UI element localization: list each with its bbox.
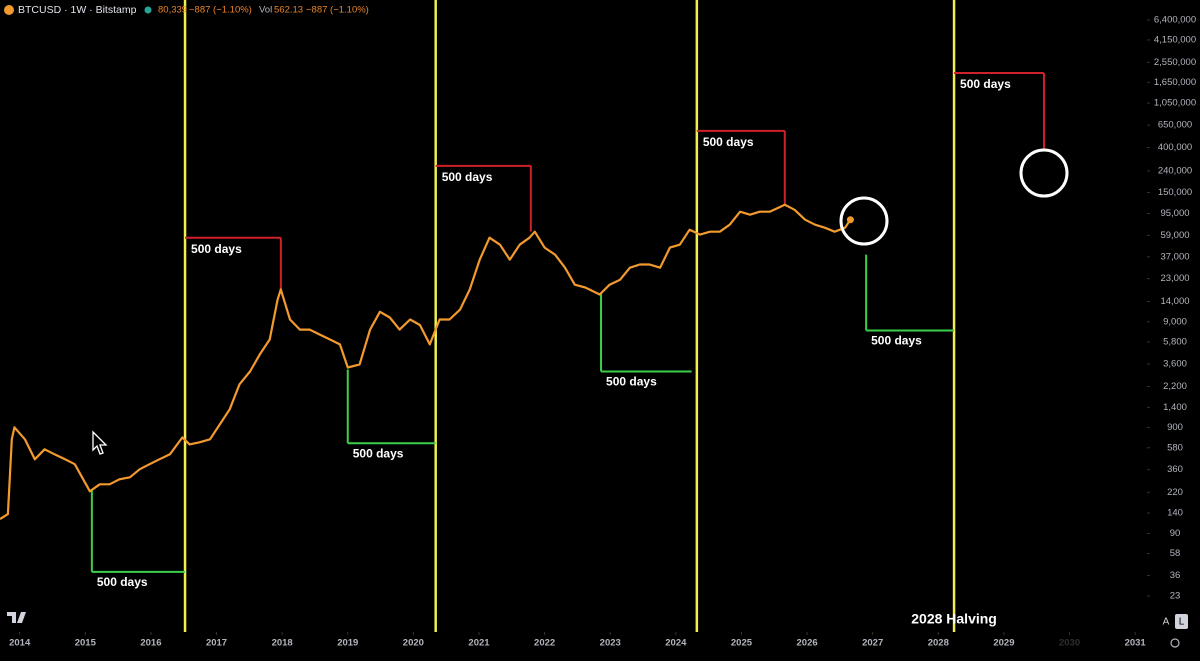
cursor (92, 430, 108, 455)
y-tick-label: 23,000 (1160, 273, 1189, 284)
x-tick-label: 2019 (337, 638, 358, 649)
vol-change: −887 (−1.10%) (306, 5, 369, 16)
y-tick-label: 59,000 (1160, 230, 1189, 241)
y-tick-label: 23 (1170, 591, 1181, 602)
y-tick-label: 58 (1170, 548, 1181, 559)
y-tick-label: 2,200 (1163, 381, 1187, 392)
plot: 6,400,000 4,150,000 2,550,000 1,650,000 1,05… (0, 0, 1196, 649)
x-tick-label: 2028 (928, 638, 949, 649)
y-tick-label: 240,000 (1158, 165, 1192, 176)
symbol: BTCUSD · 1W · Bitstamp (18, 4, 137, 16)
x-tick-label: 2029 (993, 638, 1014, 649)
change: −887 (−1.10%) (189, 5, 252, 16)
latest-point (846, 216, 854, 224)
y-tick-label: 150,000 (1158, 187, 1192, 198)
x-tick-label: 2017 (206, 638, 227, 649)
x-tick-label: 2026 (797, 638, 818, 649)
y-tick-label: 220 (1167, 487, 1183, 498)
y-tick-label: 9,000 (1163, 316, 1187, 327)
y-tick-label: 1,650,000 (1154, 77, 1196, 88)
y-tick-label: 140 (1167, 508, 1183, 519)
x-tick-label: 2014 (9, 638, 31, 649)
x-tick-label: 2023 (600, 638, 621, 649)
x-tick-label: 2024 (665, 638, 687, 649)
halving-label: 2028 Halving (911, 611, 997, 627)
y-tick-label: 4,150,000 (1154, 34, 1196, 45)
vol-label: Vol (259, 5, 272, 16)
bracket-label: 500 days (97, 575, 148, 589)
log-button[interactable] (1175, 614, 1188, 629)
x-tick-label: 2025 (731, 638, 753, 649)
y-tick-label: 650,000 (1158, 120, 1192, 131)
y-tick-label: 90 (1170, 528, 1181, 539)
bracket-label: 500 days (960, 77, 1011, 91)
y-tick-label: 6,400,000 (1154, 15, 1196, 26)
x-tick-label: 2022 (534, 638, 555, 649)
x-tick-label: 2016 (140, 638, 161, 649)
tv-logo (7, 612, 26, 623)
bracket-label: 500 days (606, 375, 657, 389)
bracket-label: 500 days (442, 170, 493, 184)
x-tick-label: 2030 (1059, 638, 1080, 649)
x-tick-label: 2021 (468, 638, 490, 649)
volume: 562.13 (274, 5, 303, 16)
y-tick-label: 900 (1167, 422, 1183, 433)
highlight-circle (839, 196, 889, 246)
y-tick-label: 2,550,000 (1154, 57, 1196, 68)
y-tick-label: 14,000 (1160, 296, 1189, 307)
settings[interactable] (1170, 638, 1180, 648)
target-circle (1019, 148, 1069, 198)
symbol-icon (4, 5, 14, 15)
y-tick-label: 1,400 (1163, 402, 1187, 413)
y-tick-label: 580 (1167, 442, 1183, 453)
status-dot (144, 6, 152, 14)
y-tick-label: 36 (1170, 570, 1181, 581)
log-scale[interactable]: L (1179, 617, 1185, 628)
bracket-label: 500 days (703, 135, 754, 149)
y-tick-label: 360 (1167, 464, 1183, 475)
bracket-label: 500 days (191, 242, 242, 256)
bracket-label: 500 days (353, 446, 404, 460)
auto-scale[interactable]: A (1163, 617, 1170, 628)
x-tick-label: 2015 (75, 638, 97, 649)
y-tick-label: 5,800 (1163, 337, 1187, 348)
y-tick-label: 37,000 (1160, 251, 1189, 262)
x-tick-label: 2020 (403, 638, 424, 649)
y-tick-label: 3,600 (1163, 358, 1187, 369)
price: 80,339 (158, 5, 187, 16)
y-tick-label: 400,000 (1158, 142, 1192, 153)
bracket-label: 500 days (871, 334, 922, 348)
x-tick-label: 2031 (1125, 638, 1147, 649)
y-tick-label: 1,050,000 (1154, 98, 1196, 109)
x-tick-label: 2018 (272, 638, 293, 649)
y-tick-label: 95,000 (1160, 208, 1189, 219)
x-tick-label: 2027 (862, 638, 883, 649)
price-line (0, 203, 852, 521)
